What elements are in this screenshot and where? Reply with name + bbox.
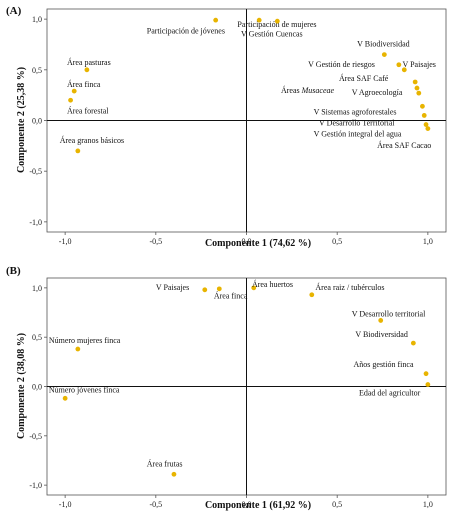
data-point bbox=[423, 122, 429, 127]
y-tick-label: 0,0 bbox=[32, 383, 42, 392]
x-tick-label: 1,0 bbox=[423, 237, 433, 246]
data-point-label: V Gestión Cuencas bbox=[241, 29, 303, 38]
panel-label: (B) bbox=[6, 265, 21, 277]
data-point-label: V Desarrollo territorial bbox=[352, 309, 426, 318]
data-point bbox=[256, 17, 262, 23]
data-point bbox=[410, 340, 416, 346]
y-axis-label: Componente 2 (25,38 %) bbox=[16, 67, 27, 173]
data-point bbox=[75, 148, 81, 154]
data-point-label: Área finca bbox=[67, 79, 101, 89]
data-point-label: V Biodiversidad bbox=[355, 330, 408, 339]
x-axis-label: Componente 1 (74,62 %) bbox=[205, 238, 311, 249]
data-point-label: Área finca bbox=[214, 291, 248, 301]
data-point bbox=[68, 97, 73, 103]
data-point-label: Número jóvenes finca bbox=[49, 385, 120, 394]
x-tick-label: 0,0 bbox=[242, 500, 252, 509]
data-point-label: V Agroecología bbox=[352, 88, 403, 97]
data-point bbox=[425, 382, 431, 387]
y-tick-label: -1,0 bbox=[29, 218, 42, 227]
data-point-label: Edad del agricultor bbox=[359, 388, 421, 397]
data-point bbox=[401, 67, 407, 73]
data-point bbox=[378, 318, 384, 323]
data-point-label: Número mujeres finca bbox=[49, 336, 121, 345]
y-tick-label: -0,5 bbox=[29, 167, 42, 176]
data-point bbox=[202, 287, 208, 293]
y-axis-label: Componente 2 (38,08 %) bbox=[16, 333, 27, 439]
chart-panel-b: (B) -1,0 -0,5 0,0 0,5 1,0 -1,0 -0,5 0,0 0,5 1,0 Com… bbox=[6, 265, 447, 511]
data-point-label: Área granos básicos bbox=[60, 135, 124, 145]
data-point-label: V Paisajes bbox=[156, 283, 189, 292]
data-point-label: Área raiz / tubérculos bbox=[315, 282, 384, 292]
x-tick-label: 1,0 bbox=[423, 500, 433, 509]
data-point bbox=[251, 285, 257, 291]
data-point-label: Participación de mujeres bbox=[237, 20, 316, 29]
data-point bbox=[62, 395, 68, 401]
x-tick-label: 0,0 bbox=[242, 237, 252, 246]
chart-panel-a: (A) -1,0 -0,5 0,0 0,5 1,0 -1,0 -0,5 0,0 0,5 1,0 Com… bbox=[6, 5, 447, 249]
data-point bbox=[274, 18, 280, 24]
x-axis-label: Componente 1 (61,92 %) bbox=[205, 500, 311, 511]
data-point bbox=[75, 346, 81, 352]
data-point-label: V Gestión de riesgos bbox=[308, 60, 375, 69]
data-point-label: V Gestión integral del agua bbox=[314, 130, 402, 139]
y-tick-label: 1,0 bbox=[32, 284, 42, 293]
y-tick-label: 0,0 bbox=[32, 117, 42, 126]
data-point bbox=[309, 292, 315, 298]
data-point bbox=[396, 62, 402, 68]
data-point-label: Área frutas bbox=[147, 458, 183, 468]
data-point bbox=[381, 52, 387, 58]
x-tick-label: -1,0 bbox=[59, 500, 72, 509]
data-point bbox=[412, 79, 418, 85]
x-tick-label: 0,5 bbox=[332, 237, 342, 246]
data-point-label: Participación de jóvenes bbox=[147, 26, 225, 35]
data-point bbox=[420, 103, 425, 109]
data-point-label: V Sistemas agroforestales bbox=[314, 107, 397, 116]
data-point-label: Área SAF Café bbox=[339, 73, 389, 83]
data-point bbox=[84, 67, 90, 73]
x-tick-label: -1,0 bbox=[59, 237, 72, 246]
data-point bbox=[423, 371, 429, 377]
panel-label: (A) bbox=[6, 5, 22, 17]
data-point-label: Área forestal bbox=[67, 105, 109, 115]
data-point-label: V Paisajes bbox=[402, 60, 435, 69]
data-point bbox=[171, 471, 177, 477]
y-tick-label: -1,0 bbox=[29, 481, 42, 490]
x-tick-label: 0,5 bbox=[332, 500, 342, 509]
data-point bbox=[71, 88, 77, 94]
data-point-label: Áreas Musaceae bbox=[281, 85, 335, 95]
y-tick-label: 0,5 bbox=[32, 333, 42, 342]
data-point bbox=[213, 17, 219, 23]
x-tick-label: -0,5 bbox=[149, 237, 162, 246]
data-point bbox=[421, 113, 427, 118]
data-point bbox=[216, 286, 222, 292]
data-point-label: Área huertos bbox=[252, 279, 293, 289]
data-point bbox=[425, 126, 431, 132]
x-tick-label: -0,5 bbox=[149, 500, 162, 509]
y-tick-label: -0,5 bbox=[29, 432, 42, 441]
y-tick-label: 1,0 bbox=[32, 15, 42, 24]
data-point-label: V Biodiversidad bbox=[357, 40, 410, 49]
data-point-label: Años gestión finca bbox=[354, 360, 414, 369]
data-point-label: V Desarrollo Territorial bbox=[319, 119, 395, 128]
data-point bbox=[414, 85, 420, 91]
data-point bbox=[416, 90, 422, 96]
y-tick-label: 0,5 bbox=[32, 66, 42, 75]
data-point-label: Área SAF Cacao bbox=[377, 140, 431, 150]
data-point-label: Área pasturas bbox=[67, 57, 111, 67]
